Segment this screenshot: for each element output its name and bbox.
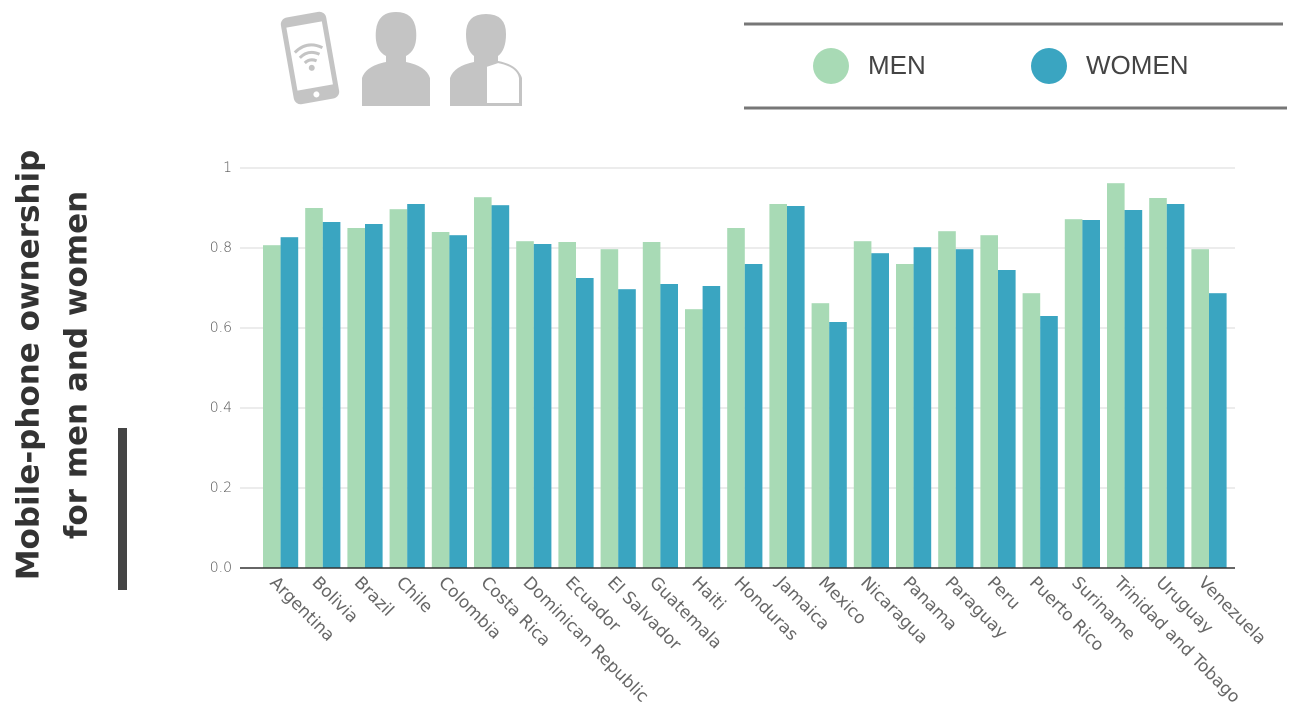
bar [322, 222, 341, 568]
bar [1022, 293, 1041, 568]
y-tick-label: 1 [223, 160, 232, 176]
bar [871, 253, 889, 568]
bar [280, 237, 299, 568]
bar [1124, 210, 1143, 568]
bar [829, 322, 847, 568]
x-tick-label: Chile [392, 573, 436, 617]
bar [1064, 219, 1083, 568]
y-tick-label: 0.8 [210, 240, 232, 256]
bar [305, 208, 323, 568]
bar [1149, 198, 1167, 568]
icons [280, 11, 522, 106]
bar [980, 235, 998, 568]
bar [955, 249, 974, 568]
legend-label: WOMEN [1086, 50, 1189, 80]
bar [1166, 204, 1185, 568]
bar [533, 244, 552, 568]
bar [896, 264, 914, 568]
bar [787, 206, 805, 568]
bar [727, 228, 745, 568]
bar [474, 197, 492, 568]
bar [1107, 183, 1125, 568]
x-tick-label: Venezuela [1194, 573, 1270, 649]
bar [449, 235, 467, 568]
bar [365, 224, 383, 568]
bar [347, 228, 365, 568]
bar [1209, 293, 1227, 568]
bar [516, 241, 534, 568]
bar [558, 242, 576, 568]
bar [913, 247, 932, 568]
bar [685, 309, 703, 568]
legend-label: MEN [868, 50, 926, 80]
bar [1082, 220, 1100, 568]
bar [407, 204, 425, 568]
legend-swatch [1031, 48, 1067, 84]
y-tick-label: 0.4 [210, 400, 232, 416]
bar [1040, 316, 1058, 568]
bar [702, 286, 721, 568]
y-tick-label: 0.2 [210, 480, 232, 496]
bar [431, 232, 450, 568]
accent-bar [118, 428, 127, 590]
bar [853, 241, 872, 568]
bar [600, 249, 619, 568]
y-tick-label: 0.6 [210, 320, 232, 336]
chart-title: for men and women [59, 191, 95, 539]
bar [744, 264, 763, 568]
bar [811, 303, 830, 568]
bar [642, 242, 661, 568]
bar [660, 284, 678, 568]
bar [1191, 249, 1209, 568]
bar [576, 278, 594, 568]
bar [491, 205, 510, 568]
legend-swatch [813, 48, 849, 84]
y-tick-label: 0.0 [210, 560, 232, 576]
bar [769, 204, 787, 568]
bar [938, 231, 956, 568]
bar [389, 209, 408, 568]
bar [618, 289, 636, 568]
chart-title: Mobile-phone ownership [11, 150, 47, 581]
bar [998, 270, 1016, 568]
bar [263, 245, 281, 568]
